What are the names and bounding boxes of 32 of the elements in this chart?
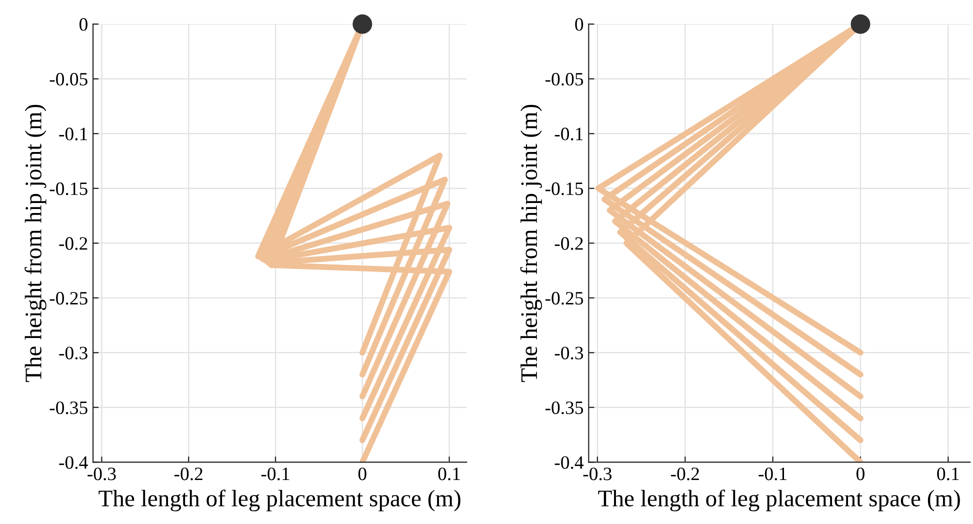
- x-tick-label: 0.1: [937, 468, 959, 480]
- x-axis-title: The length of leg placement space (m): [98, 490, 460, 512]
- y-tick-label: -0.25: [50, 292, 88, 305]
- y-tick-label: -0.1: [59, 128, 88, 140]
- x-tick-label: -0.1: [261, 468, 290, 480]
- y-tick-label: -0.05: [545, 72, 584, 86]
- y-tick-label: -0.05: [50, 72, 88, 86]
- x-tick-label: -0.2: [174, 468, 202, 480]
- y-tick-label: -0.25: [545, 292, 584, 305]
- x-tick-label: -0.3: [583, 468, 612, 480]
- x-tick-label: -0.1: [758, 468, 787, 480]
- y-tick-label: -0.15: [50, 182, 88, 196]
- y-tick-label: 0: [80, 18, 88, 31]
- y-tick-label: -0.35: [545, 401, 584, 414]
- y-tick-label: -0.2: [59, 237, 88, 250]
- y-tick-label: -0.2: [554, 237, 583, 250]
- y-tick-label: -0.4: [554, 456, 584, 469]
- y-tick-label: -0.3: [59, 346, 88, 360]
- y-axis-title: The height from hip joint (m): [24, 104, 46, 382]
- y-tick-label: -0.15: [545, 182, 584, 196]
- y-tick-label: 0: [575, 18, 584, 31]
- y-tick-label: -0.4: [59, 456, 88, 469]
- x-tick-label: 0.1: [438, 468, 460, 480]
- y-tick-label: -0.35: [50, 401, 88, 414]
- x-tick-label: 0: [856, 468, 864, 480]
- y-tick-label: -0.1: [554, 128, 583, 140]
- x-tick-label: -0.3: [88, 468, 116, 480]
- x-axis-title: The length of leg placement space (m): [598, 490, 960, 512]
- x-tick-label: 0: [358, 468, 366, 480]
- y-tick-label: -0.3: [554, 346, 584, 360]
- y-axis-title: The height from hip joint (m): [520, 104, 542, 382]
- x-tick-label: -0.2: [670, 468, 699, 480]
